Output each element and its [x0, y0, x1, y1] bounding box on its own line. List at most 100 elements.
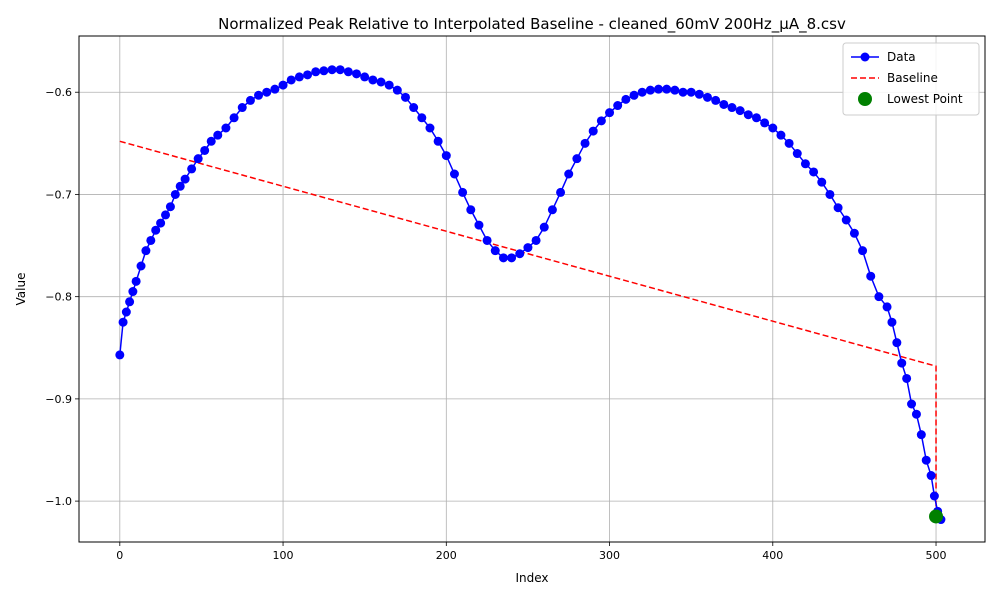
legend-item: Baseline [851, 71, 938, 85]
data-point [352, 69, 362, 79]
data-point [121, 307, 131, 317]
legend-label: Data [887, 50, 916, 64]
data-point [907, 399, 917, 409]
data-series [119, 68, 942, 520]
data-point [605, 108, 615, 118]
data-point [547, 205, 557, 215]
data-point [294, 72, 304, 82]
axis-ticks: 0 100 200 300 400 500 −1.0 −0.9 −0.8 −0.7 −0.6 [45, 86, 946, 562]
x-tick-label: 100 [273, 549, 294, 562]
data-point [711, 95, 721, 105]
data-point [490, 246, 500, 256]
data-point [156, 218, 166, 228]
data-point [882, 302, 892, 312]
data-point [784, 138, 794, 148]
data-point [751, 113, 761, 123]
data-point [400, 92, 410, 102]
data-point [572, 154, 582, 164]
data-point [866, 271, 876, 281]
data-point [719, 99, 729, 109]
data-point [776, 130, 786, 140]
data-point [735, 106, 745, 116]
data-point [678, 87, 688, 97]
data-point [482, 235, 492, 245]
data-point [686, 87, 696, 97]
data-point [125, 297, 135, 307]
data-point [245, 95, 255, 105]
data-point [809, 167, 819, 177]
data-point [629, 90, 639, 100]
data-point [128, 287, 138, 297]
data-point [887, 317, 897, 327]
data-point [539, 222, 549, 232]
data-point [817, 177, 827, 187]
x-axis-label: Index [515, 571, 548, 585]
y-tick-label: −0.6 [45, 86, 72, 99]
data-point [229, 113, 239, 123]
data-point [498, 253, 508, 263]
data-point [858, 246, 868, 256]
data-point [175, 181, 185, 191]
data-line [119, 68, 942, 520]
data-point [588, 126, 598, 136]
data-point [327, 65, 337, 75]
x-tick-label: 300 [599, 549, 620, 562]
data-point [670, 85, 680, 95]
data-point [449, 169, 459, 179]
data-point [474, 220, 484, 230]
data-point [270, 84, 280, 94]
y-tick-label: −0.8 [45, 291, 72, 304]
data-point [849, 228, 859, 238]
data-point [441, 151, 451, 161]
data-point [645, 85, 655, 95]
data-point [278, 80, 288, 90]
data-point [433, 136, 443, 146]
data-point [376, 77, 386, 87]
data-point [621, 94, 631, 104]
data-point [170, 189, 180, 199]
data-point [727, 103, 737, 113]
data-point [237, 103, 247, 113]
data-point [200, 145, 210, 155]
data-point [654, 84, 664, 94]
data-point [384, 80, 394, 90]
data-point [118, 317, 128, 327]
data-point [800, 159, 810, 169]
data-point [760, 118, 770, 128]
data-point [702, 92, 712, 102]
legend-item: Data [851, 50, 916, 64]
data-point [897, 358, 907, 368]
data-point [343, 67, 353, 77]
data-point [187, 164, 197, 174]
legend-box [842, 42, 980, 116]
x-tick-label: 0 [116, 549, 123, 562]
legend-item: Lowest Point [858, 92, 963, 106]
y-tick-label: −0.9 [45, 393, 72, 406]
data-point [911, 409, 921, 419]
legend: Data Baseline Lowest Point [842, 42, 980, 116]
data-point [115, 350, 125, 360]
data-point [409, 103, 419, 113]
data-point [311, 67, 321, 77]
data-point [926, 471, 936, 481]
data-point [637, 87, 647, 97]
data-point [161, 210, 171, 220]
data-point [254, 90, 264, 100]
data-point [921, 455, 931, 465]
data-point [206, 136, 216, 146]
x-tick-label: 500 [926, 549, 947, 562]
y-tick-label: −0.7 [45, 188, 72, 201]
data-point [303, 70, 313, 80]
data-point [368, 75, 378, 85]
data-point [417, 113, 427, 123]
data-point [360, 72, 370, 82]
legend-swatch-marker [858, 92, 872, 106]
data-point [466, 205, 476, 215]
data-point [825, 189, 835, 199]
lowest-point-layer [929, 509, 944, 524]
data-markers [115, 65, 946, 525]
data-point [902, 373, 912, 383]
data-point [929, 491, 939, 501]
data-point [556, 187, 566, 197]
